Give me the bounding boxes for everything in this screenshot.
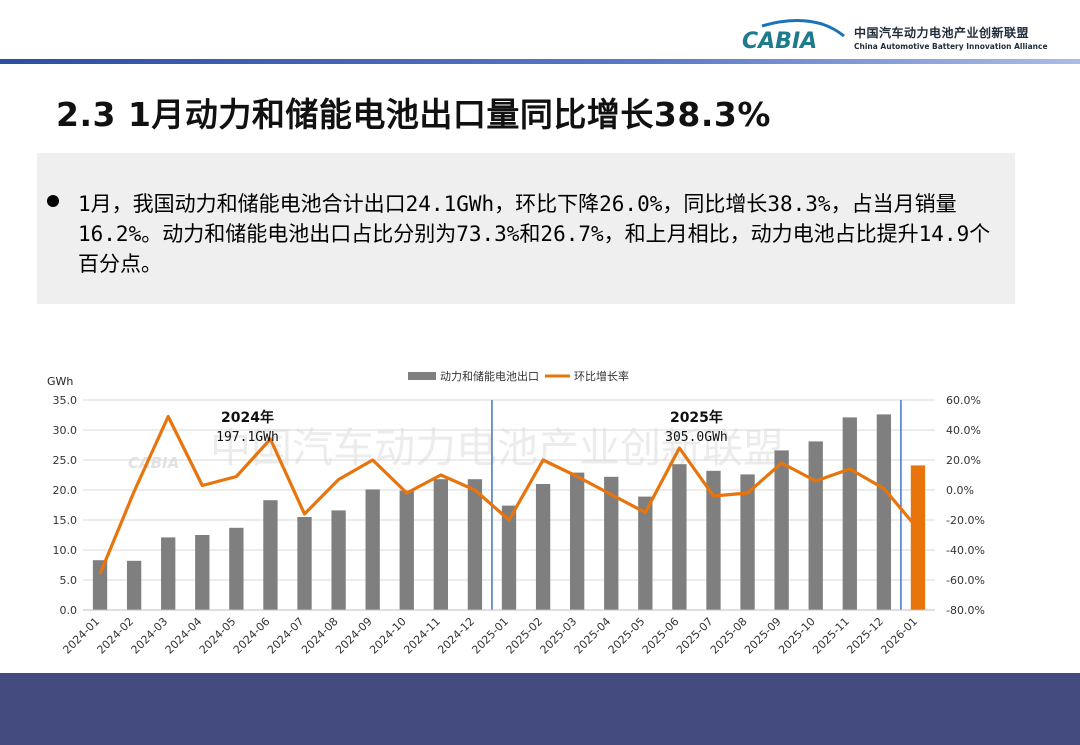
bar: [638, 496, 653, 610]
x-tick-label: 2025-04: [572, 615, 614, 657]
x-tick-label: 2025-12: [844, 615, 886, 657]
bar: [570, 472, 585, 610]
bar: [876, 414, 892, 610]
bar: [808, 441, 823, 610]
bar: [604, 476, 619, 610]
x-tick-label: 2024-08: [299, 615, 341, 657]
y2-tick-label: 60.0%: [946, 394, 981, 407]
x-tick-label: 2024-06: [231, 615, 273, 657]
bar: [433, 479, 448, 610]
x-tick-label: 2025-03: [538, 615, 580, 657]
logo-text: CABIA: [742, 29, 817, 54]
growth-rate-line: [98, 414, 920, 575]
y-tick-label: 15.0: [53, 514, 78, 527]
legend-line-label: 环比增长率: [574, 369, 629, 383]
chart-bars: [92, 414, 926, 610]
org-name-cn: 中国汽车动力电池产业创新联盟: [854, 26, 1030, 40]
summary-text: 1月，我国动力和储能电池合计出口24.1GWh，环比下降26.0%，同比增长38…: [78, 192, 991, 276]
org-name-en: China Automotive Battery Innovation Alli…: [854, 42, 1048, 51]
bar: [229, 527, 244, 610]
y-tick-label: 35.0: [53, 394, 78, 407]
y-tick-label: 10.0: [53, 544, 78, 557]
year-annotation-label: 2024年: [221, 409, 274, 426]
y-tick-label: 5.0: [60, 574, 78, 587]
x-tick-label: 2024-03: [129, 615, 171, 657]
x-tick-label: 2025-08: [708, 615, 750, 657]
y2-tick-label: 20.0%: [946, 454, 981, 467]
x-tick-label: 2024-01: [60, 615, 102, 657]
bar: [501, 505, 517, 610]
x-tick-label: 2024-07: [265, 615, 307, 657]
bar: [672, 464, 687, 610]
bar: [365, 489, 380, 610]
export-chart: CABIA 中国汽车动力电池产业创新联盟 0.0 5.0 10.0 15.0 20.0 2…: [47, 369, 985, 657]
logo-car-arc: [761, 19, 845, 38]
cabia-logo: CABIA 中国汽车动力电池产业创新联盟 China Automotive Ba…: [740, 14, 1070, 54]
x-tick-label: 2024-02: [95, 615, 137, 657]
x-tick-label: 2025-10: [776, 615, 818, 657]
watermark-text: 中国汽车动力电池产业创新联盟: [210, 424, 784, 472]
bar: [842, 417, 857, 610]
x-tick-label: 2024-12: [435, 615, 477, 657]
chart-annotations: 2024年 197.1GWh 2025年 305.0GWh: [216, 409, 728, 445]
x-tick-label: 2025-09: [742, 615, 784, 657]
y2-tick-label: -40.0%: [946, 544, 985, 557]
legend-bar-label: 动力和储能电池出口: [440, 369, 539, 383]
footer-band: [0, 673, 1080, 745]
bar: [535, 484, 551, 610]
y2-tick-label: -80.0%: [946, 604, 985, 617]
x-tick-label: 2024-05: [197, 615, 239, 657]
x-tick-label: 2024-11: [401, 615, 443, 657]
bar: [92, 560, 108, 610]
y-tick-label: 0.0: [60, 604, 78, 617]
chart-x-axis: 2024-012024-022024-032024-042024-052024-…: [60, 609, 935, 657]
x-tick-label: 2025-06: [640, 615, 682, 657]
bar: [263, 500, 278, 610]
bar: [740, 474, 755, 610]
y-axis-unit: GWh: [47, 375, 73, 388]
summary-box: 1月，我国动力和储能电池合计出口24.1GWh，环比下降26.0%，同比增长38…: [37, 153, 1015, 304]
bar: [297, 517, 312, 610]
year-annotation-value: 305.0GWh: [665, 430, 728, 445]
bar: [331, 510, 346, 610]
bar: [399, 490, 414, 610]
x-tick-label: 2025-11: [810, 615, 852, 657]
y-tick-label: 20.0: [53, 484, 78, 497]
bar: [126, 560, 142, 610]
bar: [467, 479, 483, 610]
legend-bar-swatch: [408, 372, 436, 380]
page-title: 2.3 1月动力和储能电池出口量同比增长38.3%: [56, 95, 771, 134]
y2-tick-label: -20.0%: [946, 514, 985, 527]
bar: [706, 470, 721, 610]
bar: [161, 537, 176, 610]
bar: [195, 535, 210, 610]
year-annotation-label: 2025年: [670, 409, 723, 426]
y2-tick-label: 0.0%: [946, 484, 974, 497]
y2-tick-label: 40.0%: [946, 424, 981, 437]
chart-watermark: CABIA 中国汽车动力电池产业创新联盟: [128, 424, 784, 472]
chart-legend: 动力和储能电池出口 环比增长率: [408, 369, 629, 383]
y-tick-label: 25.0: [53, 454, 78, 467]
x-tick-label: 2025-07: [674, 615, 716, 657]
y-tick-label: 30.0: [53, 424, 78, 437]
x-tick-label: 2025-02: [504, 615, 546, 657]
bullet-icon: [47, 195, 59, 207]
cabia-logo-mark: CABIA: [742, 19, 845, 54]
chart-line: [98, 414, 920, 575]
watermark-logo: CABIA: [128, 454, 179, 472]
chart-y-axis: 0.0 5.0 10.0 15.0 20.0 25.0 30.0 35.0: [53, 394, 78, 617]
bar: [774, 450, 789, 610]
header-rule: [0, 59, 1080, 64]
x-tick-label: 2026-01: [878, 615, 920, 657]
x-tick-label: 2024-04: [163, 615, 205, 657]
bar: [910, 465, 926, 610]
y2-tick-label: -60.0%: [946, 574, 985, 587]
year-annotation-value: 197.1GWh: [216, 430, 279, 445]
chart-y2-axis: -80.0% -60.0% -40.0% -20.0% 0.0% 20.0% 40.0% 60…: [946, 394, 985, 617]
x-tick-label: 2024-10: [367, 615, 409, 657]
x-tick-label: 2025-05: [606, 615, 648, 657]
x-tick-label: 2024-09: [333, 615, 375, 657]
x-tick-label: 2025-01: [469, 615, 511, 657]
